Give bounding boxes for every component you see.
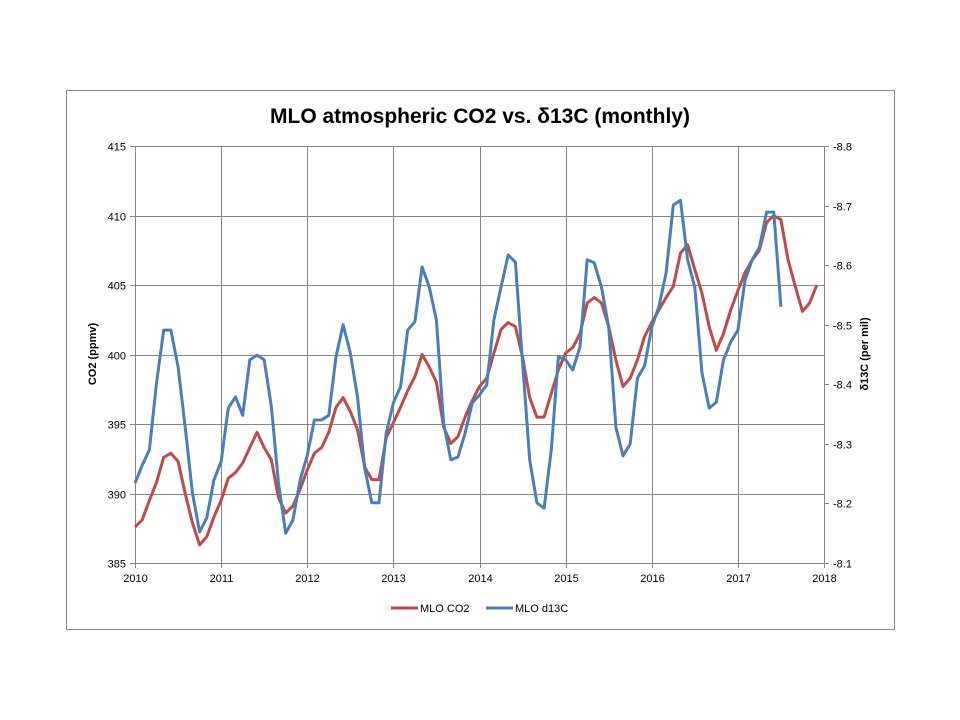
x-tick-label: 2012 xyxy=(295,573,319,585)
y2-tick-label: -8.6 xyxy=(833,261,852,273)
legend-label-co2: MLO CO2 xyxy=(420,603,470,615)
y-tick-label: 385 xyxy=(108,559,126,571)
y-tick-label: 400 xyxy=(108,351,126,363)
y-tick-label: 410 xyxy=(108,212,126,224)
y-tick-label: 405 xyxy=(108,281,126,293)
x-tick-label: 2011 xyxy=(210,573,234,585)
series-lines xyxy=(133,198,819,547)
y2-tick-label: -8.7 xyxy=(833,202,852,214)
y2-tick-label: -8.8 xyxy=(833,142,852,154)
x-tick-label: 2016 xyxy=(640,573,664,585)
x-tick-label: 2013 xyxy=(381,573,405,585)
y-tick-label: 415 xyxy=(108,142,126,154)
y2-tick-label: -8.4 xyxy=(833,380,852,392)
x-tick-label: 2017 xyxy=(726,573,750,585)
gridlines xyxy=(130,146,829,568)
y-tick-label: 390 xyxy=(108,490,126,502)
y2-axis-label: δ13C (per mil) xyxy=(859,317,871,391)
x-tick-label: 2018 xyxy=(812,573,836,585)
legend: MLO CO2 MLO d13C xyxy=(391,603,568,615)
y-tick-label: 395 xyxy=(108,420,126,432)
chart-title: MLO atmospheric CO2 vs. δ13C (monthly) xyxy=(270,105,690,128)
series-line-mlo-d13c xyxy=(133,198,783,535)
legend-label-d13c: MLO d13C xyxy=(515,603,568,615)
y2-tick-label: -8.2 xyxy=(833,499,852,511)
tick-labels: 385 390 395 400 405 410 415 2010 2011 2012 2013 201… xyxy=(108,142,852,586)
y2-tick-label: -8.3 xyxy=(833,440,852,452)
y2-tick-label: -8.5 xyxy=(833,321,852,333)
x-tick-label: 2014 xyxy=(468,573,492,585)
y-axis-label: CO2 (ppmv) xyxy=(87,322,99,385)
series-line-mlo-co2 xyxy=(133,214,819,547)
x-tick-label: 2010 xyxy=(123,573,147,585)
x-tick-label: 2015 xyxy=(554,573,578,585)
y2-tick-label: -8.1 xyxy=(833,559,852,571)
